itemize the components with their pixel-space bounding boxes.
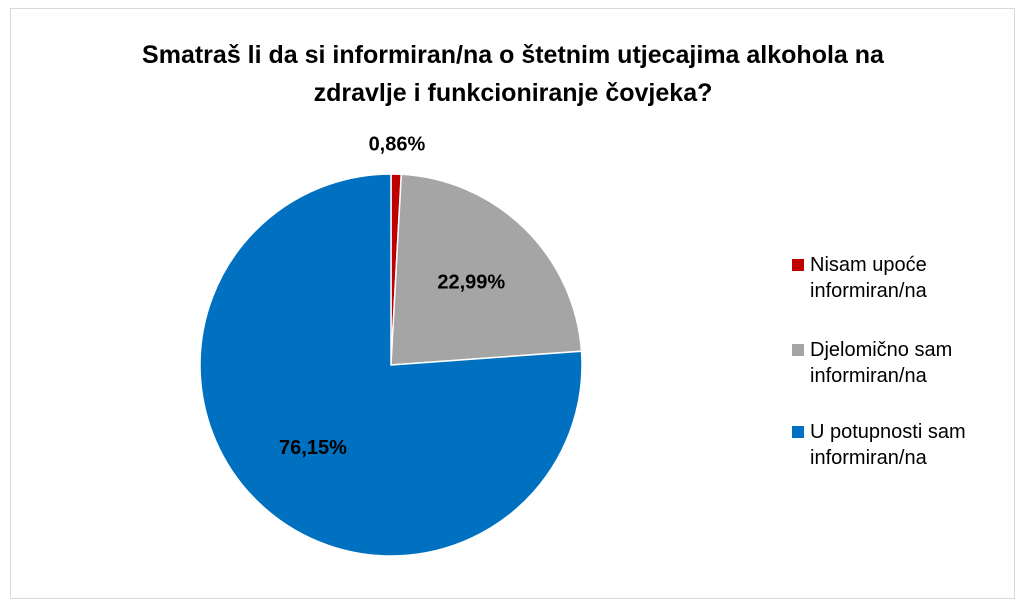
legend-label: Nisam upoće informiran/na [810, 254, 927, 302]
chart-frame [10, 8, 1015, 599]
data-label: 76,15% [279, 437, 347, 459]
chart-title: Smatraš li da si informiran/na o štetnim… [142, 41, 884, 107]
legend-label: U potupnosti sam informiran/na [810, 421, 966, 469]
legend-swatch [792, 426, 804, 438]
pie-slice [390, 173, 583, 366]
data-label: 22,99% [437, 272, 505, 294]
legend-label: Djelomično sam informiran/na [810, 339, 953, 387]
legend-swatch [792, 344, 804, 356]
pie-slice [199, 173, 583, 557]
data-label: 0,86% [369, 134, 426, 156]
legend-item: U potupnosti sam informiran/na [792, 419, 1020, 471]
legend-swatch [792, 259, 804, 271]
legend-item: Djelomično sam informiran/na [792, 337, 1020, 389]
legend-item: Nisam upoće informiran/na [792, 252, 1020, 304]
